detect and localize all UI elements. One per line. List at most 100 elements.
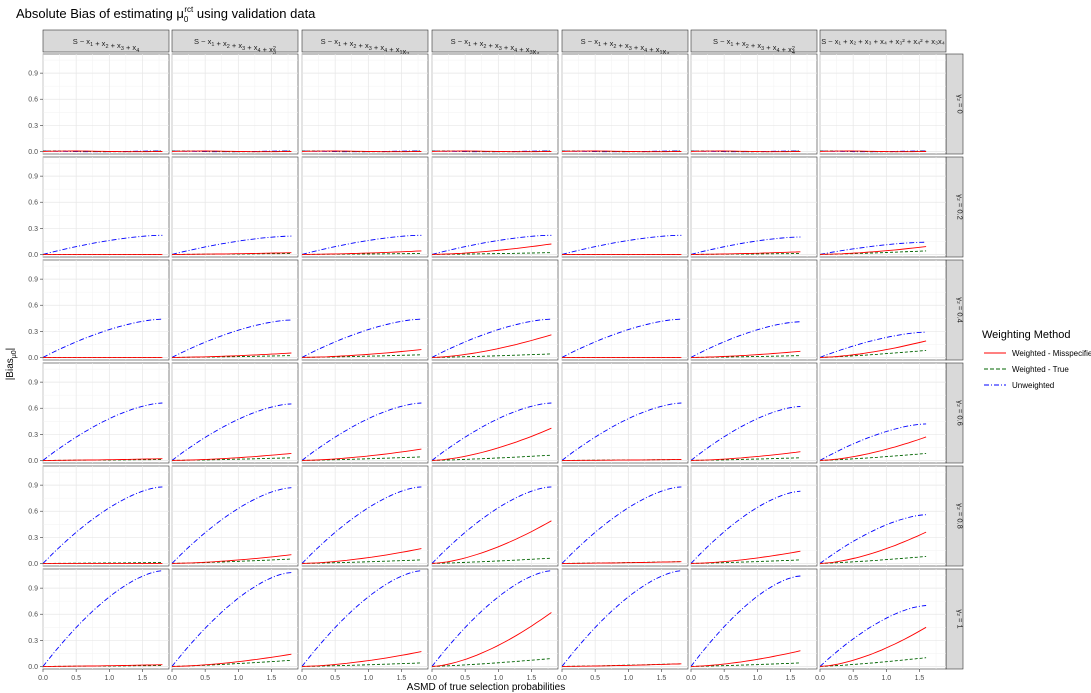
facet-panel: [301, 362, 429, 464]
panel-background: [431, 259, 559, 361]
series-line-unweighted: [431, 234, 552, 255]
series-line-weighted-misspecified: [43, 458, 163, 461]
x-tick-label: 0.0: [38, 675, 48, 682]
y-tick-label: 0.3: [28, 226, 38, 233]
x-tick-label: 0.0: [297, 675, 307, 682]
y-tick-label: 0.6: [28, 200, 38, 207]
x-tick-label: 1.5: [527, 675, 537, 682]
x-axis-ticks: 0.0 0.5 1.0 1.5 0.0 0.5 1.0 1.5 0.0 0.5 1.0 1.5 0.0 0…: [38, 669, 924, 682]
panel-background: [171, 259, 299, 361]
x-tick-label: 1.0: [623, 675, 633, 682]
row-strip-label: γ₂ = 0.8: [956, 503, 965, 529]
series-line-weighted-misspecified: [690, 550, 801, 564]
facet-panel: [171, 465, 299, 567]
series-line-weighted-misspecified: [302, 250, 422, 255]
panel-background: [171, 362, 299, 464]
y-tick-label: 0.0: [28, 561, 38, 568]
y-tick-label: 0.3: [28, 432, 38, 439]
x-tick-label: 1.0: [233, 675, 243, 682]
panel-background: [819, 53, 947, 155]
series-line-unweighted: [561, 318, 682, 358]
series-line-unweighted: [819, 241, 927, 255]
x-tick-label: 0.5: [590, 675, 600, 682]
panel-background: [301, 362, 429, 464]
series-line-unweighted: [561, 570, 682, 667]
panel-background: [431, 53, 559, 155]
facet-panel: [42, 362, 170, 464]
panel-background: [819, 259, 947, 361]
facet-panel: [561, 259, 689, 361]
panel-background: [301, 465, 429, 567]
x-tick-label: 1.5: [657, 675, 667, 682]
column-strip: [819, 29, 947, 53]
series-line-unweighted: [690, 236, 801, 255]
facet-panel: [690, 53, 818, 155]
series-line-weighted-true: [819, 555, 927, 564]
facet-panel: [690, 465, 818, 567]
facet-panel: [171, 362, 299, 464]
facet-panel: [819, 156, 947, 258]
facet-panel: [561, 53, 689, 155]
y-tick-label: 0.9: [28, 174, 38, 181]
panel-background: [42, 568, 170, 670]
x-tick-label: 1.5: [397, 675, 407, 682]
panel-background: [431, 568, 559, 670]
series-line-weighted-misspecified: [819, 531, 927, 564]
series-line-unweighted: [301, 234, 422, 255]
x-tick-label: 0.5: [330, 675, 340, 682]
series-line-unweighted: [171, 487, 292, 564]
series-line-unweighted: [561, 402, 682, 461]
panel-background: [301, 156, 429, 258]
x-axis-label: ASMD of true selection probabilities: [407, 682, 565, 693]
x-tick-label: 1.0: [104, 675, 114, 682]
series-line-unweighted: [171, 319, 292, 358]
row-strip-label: γ₂ = 0.6: [956, 400, 965, 426]
panel-background: [171, 465, 299, 567]
series-line-weighted-misspecified: [431, 520, 552, 564]
panel-background: [561, 259, 689, 361]
panel-background: [561, 465, 689, 567]
facet-panel: [690, 568, 818, 670]
series-line-unweighted: [690, 490, 801, 564]
column-strip: [561, 29, 689, 53]
series-line-weighted-misspecified: [171, 554, 292, 564]
series-line-weighted-true: [691, 253, 801, 255]
column-strips: S ~ x1 + x2 + x3 + x4 S ~ x1 + x2 + x3 + …: [42, 29, 947, 58]
series-line-unweighted: [431, 318, 552, 358]
panel-background: [819, 465, 947, 567]
series-line-weighted-misspecified: [819, 340, 927, 358]
x-tick-label: 1.5: [267, 675, 277, 682]
x-tick-label: 0.0: [167, 675, 177, 682]
x-tick-label: 0.0: [815, 675, 825, 682]
series-line-unweighted: [301, 318, 422, 358]
facet-panel: [301, 156, 429, 258]
column-strip: [42, 29, 170, 53]
row-strip-label: γ₂ = 1: [956, 609, 965, 628]
x-tick-label: 1.5: [786, 675, 796, 682]
facet-panel: [819, 465, 947, 567]
series-line-unweighted: [42, 570, 163, 667]
series-line-unweighted: [301, 570, 422, 667]
row-strips: γ₂ = 0 γ₂ = 0.2 γ₂ = 0.4 γ₂ = 0.6 γ₂ = 0.8 γ₂…: [945, 53, 965, 670]
series-line-weighted-true: [690, 662, 801, 667]
column-strip: [431, 29, 559, 53]
y-tick-label: 0.0: [28, 252, 38, 259]
facet-panel: [42, 53, 170, 155]
facet-panel: [171, 568, 299, 670]
series-line-weighted-misspecified: [172, 352, 292, 358]
x-tick-label: 1.5: [915, 675, 925, 682]
y-tick-label: 0.0: [28, 458, 38, 465]
series-line-unweighted: [690, 406, 801, 461]
y-tick-label: 0.9: [28, 71, 38, 78]
x-tick-label: 0.5: [719, 675, 729, 682]
chart-title: Absolute Bias of estimating μ0rct using …: [16, 5, 316, 24]
panel-background: [171, 156, 299, 258]
series-line-unweighted: [819, 331, 927, 358]
series-line-weighted-misspecified: [301, 448, 422, 461]
series-line-weighted-misspecified: [172, 252, 292, 255]
series-line-unweighted: [301, 402, 422, 461]
panel-grid: [42, 53, 947, 670]
series-line-unweighted: [301, 486, 422, 564]
y-tick-label: 0.0: [28, 149, 38, 156]
